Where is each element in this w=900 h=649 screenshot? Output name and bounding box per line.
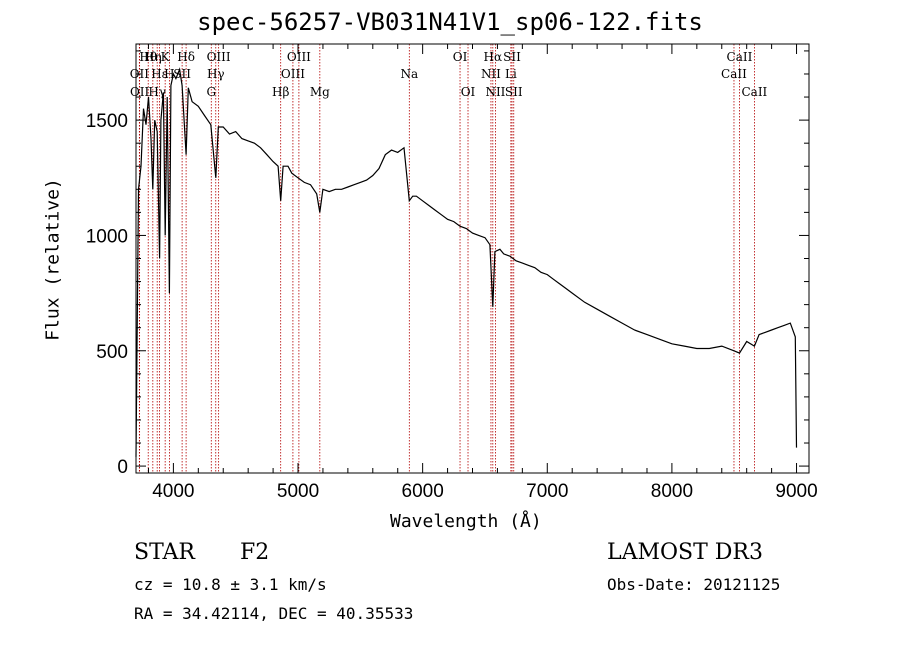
- spectral-line-label: Li: [505, 67, 517, 81]
- spectral-line-label: NII: [481, 67, 501, 81]
- spectral-line-label: SII: [503, 50, 521, 64]
- axis-ticks: 4000 5000 6000 7000 8000 9000 0 500 1000 1500: [86, 44, 818, 502]
- spectral-line-label: CaII: [741, 85, 767, 99]
- x-tick-label: 7000: [526, 481, 568, 502]
- redshift-value: cz = 10.8 ± 3.1 km/s: [134, 575, 327, 594]
- x-tick-label: 9000: [775, 481, 817, 502]
- y-axis-label: Flux (relative): [42, 178, 64, 341]
- observation-date: Obs-Date: 20121125: [607, 575, 781, 594]
- spectral-line-label: Hα: [484, 50, 503, 64]
- spectral-line-label: Hη: [144, 50, 162, 64]
- spectral-line-label: OI: [461, 85, 476, 99]
- spectral-line-label: K: [161, 50, 171, 64]
- spectral-line-label: Mg: [310, 85, 330, 99]
- spectral-line-label: Hε: [151, 67, 168, 81]
- spectral-line-label: Hβ: [272, 85, 289, 99]
- y-tick-label: 0: [117, 457, 128, 478]
- flux-series-line: [135, 67, 798, 457]
- spectral-line-label: SII: [505, 85, 523, 99]
- spectral-line-label: Hγ: [207, 67, 225, 81]
- x-tick-label: 6000: [402, 481, 444, 502]
- chart-title: spec-56257-VB031N41V1_sp06-122.fits: [197, 8, 703, 36]
- spectral-lines-layer: [138, 44, 755, 473]
- plot-frame: [135, 43, 810, 474]
- spectral-line-label: CaII: [727, 50, 753, 64]
- object-type: STAR: [134, 540, 195, 565]
- y-tick-label: 1500: [86, 111, 128, 132]
- spectral-line-label: SII: [173, 67, 191, 81]
- spectral-line-label: OIII: [281, 67, 305, 81]
- spectral-line-label: OI: [453, 50, 468, 64]
- y-tick-label: 500: [96, 342, 128, 363]
- object-subclass: F2: [240, 540, 270, 565]
- x-tick-label: 8000: [651, 481, 693, 502]
- y-tick-label: 1000: [86, 226, 128, 247]
- spectral-line-label: G: [206, 85, 216, 99]
- x-tick-label: 4000: [152, 481, 194, 502]
- spectral-line-label: Hγ: [148, 85, 166, 99]
- x-tick-label: 5000: [277, 481, 319, 502]
- spectral-line-label: OIII: [207, 50, 231, 64]
- spectral-line-label: OII: [130, 85, 150, 99]
- coordinates: RA = 34.42114, DEC = 40.35533: [134, 604, 414, 623]
- spectral-line-label: CaII: [721, 67, 747, 81]
- x-axis-label: Wavelength (Å): [390, 511, 542, 532]
- spectral-line-label: H: [164, 67, 174, 81]
- survey-name: LAMOST DR3: [607, 540, 763, 565]
- spectral-line-label: OIII: [287, 50, 311, 64]
- spectral-line-label: Hθ: [139, 50, 157, 64]
- spectral-line-label: Na: [400, 67, 418, 81]
- spectral-line-label: Hδ: [177, 50, 195, 64]
- spectral-line-label: NII: [485, 85, 505, 99]
